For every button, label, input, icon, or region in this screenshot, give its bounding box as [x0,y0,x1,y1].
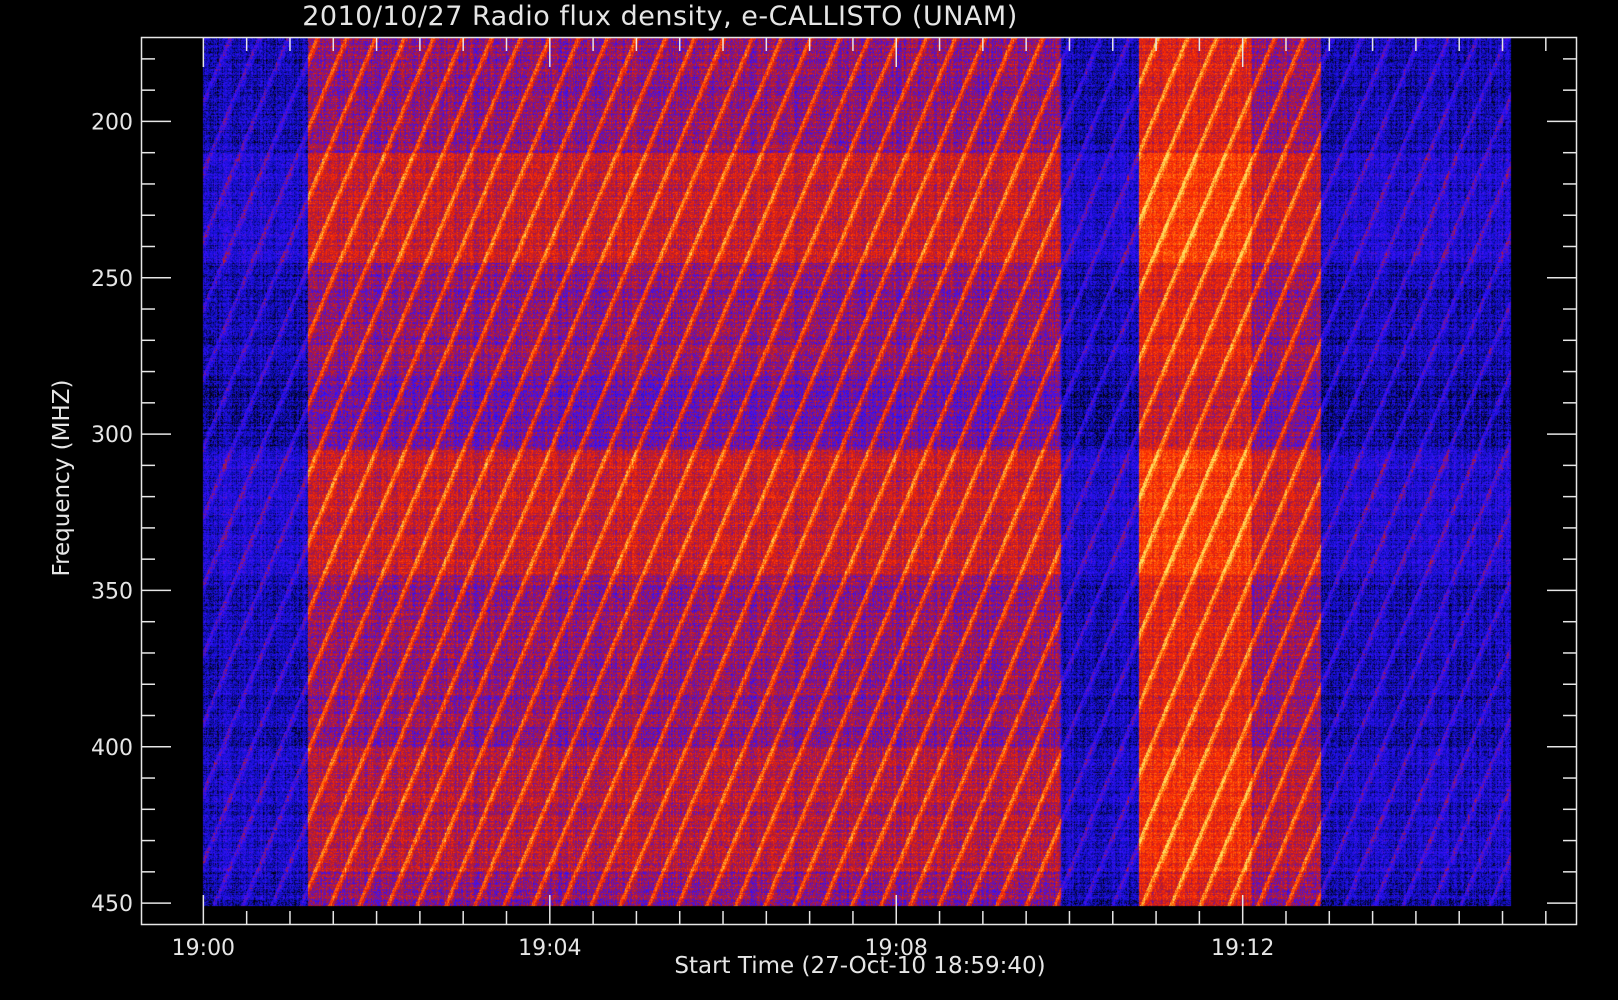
y-tick-label: 350 [91,579,133,604]
x-tick-label: 19:00 [172,936,235,961]
y-tick-label: 450 [91,892,133,917]
x-tick-label: 19:08 [865,936,928,961]
y-tick-label: 250 [91,267,133,292]
y-axis-label: Frequency (MHZ) [49,379,75,577]
x-axis-label: Start Time (27-Oct-10 18:59:40) [674,953,1046,979]
y-tick-label: 200 [91,110,133,135]
chart-title: 2010/10/27 Radio flux density, e-CALLIST… [302,1,1018,32]
x-tick-label: 19:04 [518,936,581,961]
spectrogram-image [141,37,1577,925]
plot-frame [140,36,1578,926]
x-tick-label: 19:12 [1211,936,1274,961]
y-tick-label: 300 [91,423,133,448]
y-tick-label: 400 [91,736,133,761]
